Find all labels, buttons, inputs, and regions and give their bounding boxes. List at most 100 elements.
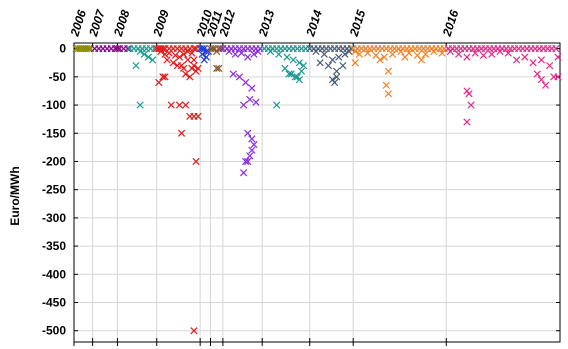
data-point xyxy=(529,59,537,67)
x-tick-label: 2008 xyxy=(111,8,133,39)
data-point xyxy=(324,61,332,70)
data-point xyxy=(355,50,364,58)
data-point xyxy=(266,47,275,56)
data-point xyxy=(430,47,438,56)
y-tick-label: -250 xyxy=(42,183,66,197)
data-point xyxy=(351,47,359,56)
data-point xyxy=(521,53,529,61)
data-point xyxy=(242,78,250,87)
data-point xyxy=(401,53,409,61)
y-tick-label: -450 xyxy=(42,296,66,310)
data-point xyxy=(312,47,320,56)
data-point xyxy=(246,152,254,160)
data-point xyxy=(198,50,206,58)
data-point xyxy=(239,101,248,109)
data-point xyxy=(465,90,473,98)
data-point xyxy=(287,70,295,78)
data-point xyxy=(165,49,173,57)
data-point xyxy=(384,67,392,75)
data-point xyxy=(335,53,343,61)
data-point xyxy=(281,64,289,73)
data-point xyxy=(136,101,144,109)
axis-ticks: 0 -50 -100 -150 -200 -250 -300 -350 -400 -450 -500… xyxy=(42,7,560,346)
data-point xyxy=(364,49,372,57)
data-point xyxy=(124,45,132,53)
data-point xyxy=(471,49,479,57)
data-point xyxy=(231,50,239,58)
data-point xyxy=(275,50,283,58)
data-point xyxy=(200,56,208,64)
data-point xyxy=(330,78,339,87)
data-point xyxy=(455,50,463,58)
data-point xyxy=(155,78,163,87)
data-point xyxy=(157,47,165,56)
data-point xyxy=(190,45,198,53)
data-point xyxy=(182,70,190,78)
data-point xyxy=(248,135,256,143)
data-point xyxy=(190,56,198,64)
data-point xyxy=(254,47,262,56)
data-point xyxy=(182,101,190,109)
data-point xyxy=(194,112,202,120)
y-axis-label: Euro/MWh xyxy=(8,166,22,225)
data-point xyxy=(382,81,390,89)
data-point xyxy=(159,73,167,81)
data-point xyxy=(175,101,184,109)
x-tick-label: 2015 xyxy=(346,8,368,39)
data-point xyxy=(463,53,471,61)
data-point xyxy=(237,49,246,57)
data-point xyxy=(217,45,225,53)
data-point xyxy=(446,47,455,56)
data-point xyxy=(384,90,392,98)
plot-frame xyxy=(73,42,561,343)
data-point xyxy=(463,118,471,126)
data-point xyxy=(239,169,248,177)
x-tick-label: 2009 xyxy=(150,8,172,39)
y-tick-label: 0 xyxy=(59,42,66,56)
data-point xyxy=(244,157,252,166)
data-point xyxy=(215,64,223,73)
y-tick-label: -50 xyxy=(49,70,67,84)
data-point xyxy=(179,50,188,58)
data-point xyxy=(533,70,541,78)
data-point xyxy=(285,70,293,78)
data-point xyxy=(328,56,337,64)
data-point xyxy=(225,47,233,56)
data-point xyxy=(244,53,252,61)
data-point xyxy=(250,140,258,149)
data-point xyxy=(488,50,496,58)
data-point xyxy=(388,50,397,58)
data-point xyxy=(291,73,299,81)
data-point xyxy=(132,61,140,70)
data-point xyxy=(467,101,475,109)
data-point xyxy=(512,56,521,64)
data-point xyxy=(175,53,184,61)
data-point xyxy=(161,50,169,58)
data-point xyxy=(351,59,359,67)
y-tick-label: -200 xyxy=(42,154,66,168)
y-tick-label: -500 xyxy=(42,324,66,338)
data-point xyxy=(299,61,308,70)
data-point xyxy=(248,84,256,92)
data-point xyxy=(496,47,504,56)
data-point xyxy=(479,51,488,60)
y-tick-label: -350 xyxy=(42,239,66,253)
data-point xyxy=(184,47,192,56)
data-point xyxy=(250,50,258,58)
x-tick-label: 2014 xyxy=(303,8,325,39)
data-point xyxy=(177,129,186,137)
data-point xyxy=(202,47,210,56)
data-point xyxy=(273,101,281,109)
data-point xyxy=(235,73,244,81)
data-point xyxy=(173,61,182,70)
y-tick-label: -100 xyxy=(42,98,66,112)
data-points xyxy=(72,45,562,335)
data-point xyxy=(192,157,200,166)
data-point xyxy=(333,67,341,75)
data-point xyxy=(188,49,196,57)
data-point xyxy=(198,45,206,53)
data-point xyxy=(252,98,260,106)
data-point xyxy=(320,50,328,58)
data-point xyxy=(190,61,198,70)
data-point xyxy=(397,47,405,56)
